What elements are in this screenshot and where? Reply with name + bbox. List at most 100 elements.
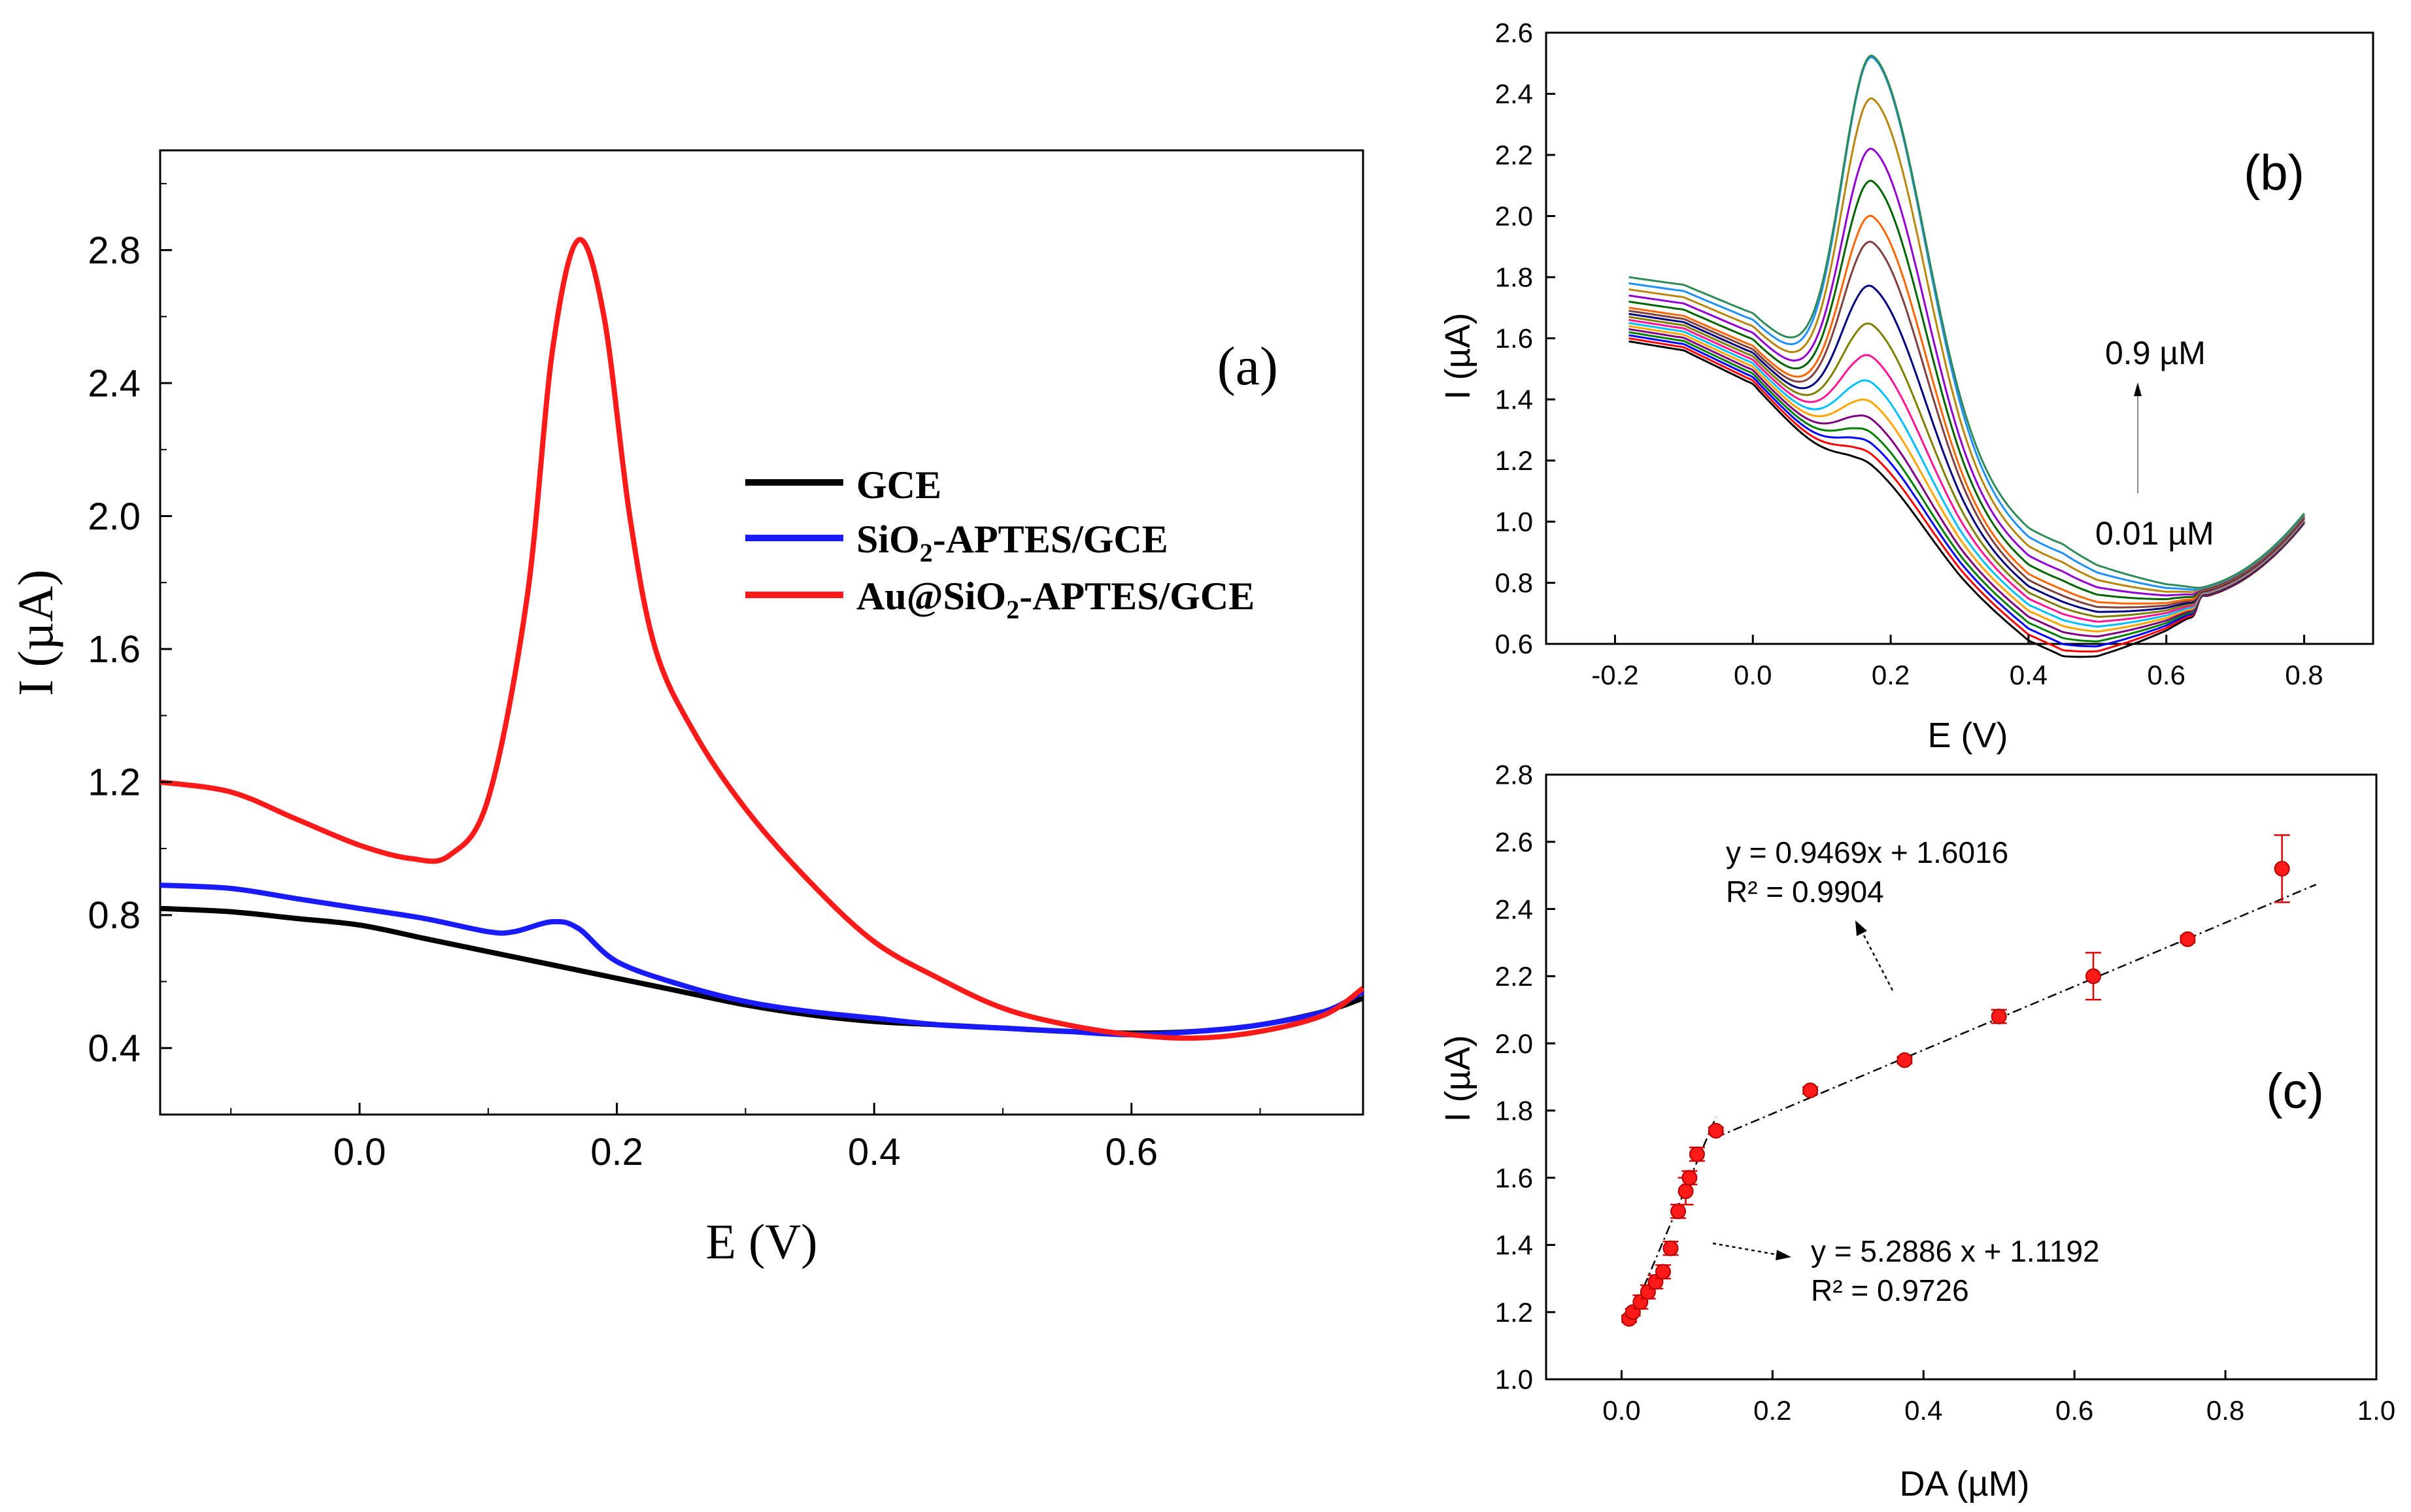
x-tick-label: 0.2 [1872,660,1910,690]
data-point [1670,1203,1687,1220]
voltammogram-line [1628,284,2305,613]
y-axis-label-b: I (µA) [1438,312,1477,399]
x-tick-label: 0.4 [2010,660,2048,690]
x-tick-label: 0.2 [1753,1395,1791,1426]
plot-frame-a [159,149,1364,1116]
data-point [2274,860,2290,877]
y-tick-label: 0.8 [88,894,141,937]
x-tick-label: 0.0 [1602,1395,1640,1426]
y-tick-label: 0.4 [88,1028,141,1070]
y-tick-label: 1.4 [1495,1230,1533,1260]
x-tick-label: -0.2 [1591,660,1638,690]
y-tick-label: 2.4 [1495,78,1533,109]
annotation-high-conc: 0.9 µM [2105,335,2206,371]
y-axis-label-a: I (µA) [8,569,63,696]
fit-arrow-upper [1861,931,1894,991]
voltammogram-line [1628,316,2305,618]
series-line-sio2-aptes-gce [160,882,1364,1037]
data-point [1991,1009,2007,1024]
fit-arrowhead-upper [1855,920,1867,936]
voltammogram-line [1628,241,2305,609]
voltammogram-line [1628,56,2305,591]
x-tick-label: 0.8 [2206,1395,2244,1426]
data-point [2085,968,2102,984]
y-tick-label: 1.6 [1495,1162,1533,1193]
y-tick-label: 1.8 [1495,262,1533,293]
voltammogram-line [1628,180,2305,601]
panel-label-a: (a) [1217,336,1278,397]
y-tick-label: 1.0 [1495,1364,1533,1395]
y-tick-label: 1.0 [1495,507,1533,537]
data-point [1655,1264,1671,1280]
annotation-low-conc: 0.01 µM [2095,515,2214,552]
data-point [1708,1122,1724,1139]
series-line-au-sio2-aptes-gce [160,237,1365,1041]
fit-equation-upper: y = 0.9469x + 1.6016 [1726,835,2008,869]
y-tick-label: 2.2 [1495,961,1533,992]
y-tick-label: 2.4 [1495,894,1533,924]
panel-b: -0.2 0.0 0.2 0.4 0.6 0.8 0.6 0.8 1.0 1.2 1.4 1.6 1.8… [1438,18,2374,755]
plot-frame-c [1545,773,2378,1381]
y-tick-label: 1.8 [1495,1096,1533,1126]
data-point [2180,931,2196,947]
data-point [1678,1183,1694,1200]
x-tick-label: 0.6 [2055,1395,2093,1426]
legend-label-sio2: SiO2-APTES/GCE [856,518,1168,567]
voltammogram-line [1628,328,2305,638]
data-point [1897,1052,1913,1068]
y-tick-label: 2.8 [88,229,141,272]
y-tick-label: 2.2 [1495,140,1533,171]
x-tick-label: 0.2 [590,1131,643,1173]
voltammogram-line [1628,97,2305,594]
data-point [1689,1146,1705,1162]
voltammogram-line [1628,322,2305,628]
data-point [1802,1083,1819,1099]
voltammogram-line [1628,214,2305,605]
y-tick-label: 1.6 [88,628,141,671]
x-tick-label: 0.6 [2148,660,2185,690]
x-axis-label-a: E (V) [706,1215,818,1269]
y-tick-label: 0.8 [1495,567,1533,598]
y-tick-label: 2.4 [88,362,141,405]
y-tick-label: 0.6 [1495,629,1533,660]
series-line-gce [160,905,1364,1036]
voltammogram-line [1628,337,2305,653]
y-tick-label: 1.2 [1495,445,1533,476]
x-tick-label: 0.0 [1734,660,1772,690]
voltammogram-line [1628,54,2305,589]
x-tick-label: 1.0 [2357,1395,2395,1426]
concentration-arrowhead-b [2134,382,2142,396]
y-tick-label: 1.2 [1495,1297,1533,1328]
y-axis-label-c: I (µA) [1438,1035,1477,1122]
legend-label-gce: GCE [856,463,941,507]
voltammogram-line [1628,148,2305,597]
x-tick-label: 0.4 [848,1131,901,1173]
data-point [1681,1169,1698,1186]
x-tick-label: 0.4 [1904,1395,1942,1426]
y-tick-label: 1.2 [88,762,141,804]
x-tick-label: 0.8 [2285,660,2323,690]
voltammogram-line [1628,331,2305,643]
fit-equation-lower: y = 5.2886 x + 1.1192 [1811,1234,2100,1268]
panel-a: 0.0 0.2 0.4 0.6 0.4 0.8 1.2 1.6 2.0 2.4 2.8 (a) E … [8,149,1365,1269]
panel-label-b: (b) [2244,145,2304,201]
voltammogram-line [1628,318,2305,623]
voltammogram-line [1628,325,2305,633]
fit-line-upper [1715,884,2317,1139]
voltammogram-line [1628,340,2305,658]
y-tick-label: 1.4 [1495,384,1533,415]
data-point [1662,1240,1679,1256]
x-axis-label-c: DA (µM) [1899,1464,2029,1504]
x-axis-label-b: E (V) [1927,716,2008,755]
y-tick-label: 2.8 [1495,760,1533,790]
voltammogram-line [1628,334,2305,648]
x-tick-label: 0.6 [1105,1131,1158,1173]
fit-r2-upper: R² = 0.9904 [1726,875,1884,909]
y-tick-label: 2.6 [1495,826,1533,857]
fit-r2-lower: R² = 0.9726 [1811,1273,1969,1307]
legend-a: GCE SiO2-APTES/GCE Au@SiO2-APTES/GCE [745,463,1255,624]
panel-label-c: (c) [2266,1064,2324,1119]
y-tick-label: 2.0 [1495,1028,1533,1059]
y-tick-label: 2.0 [88,496,141,538]
